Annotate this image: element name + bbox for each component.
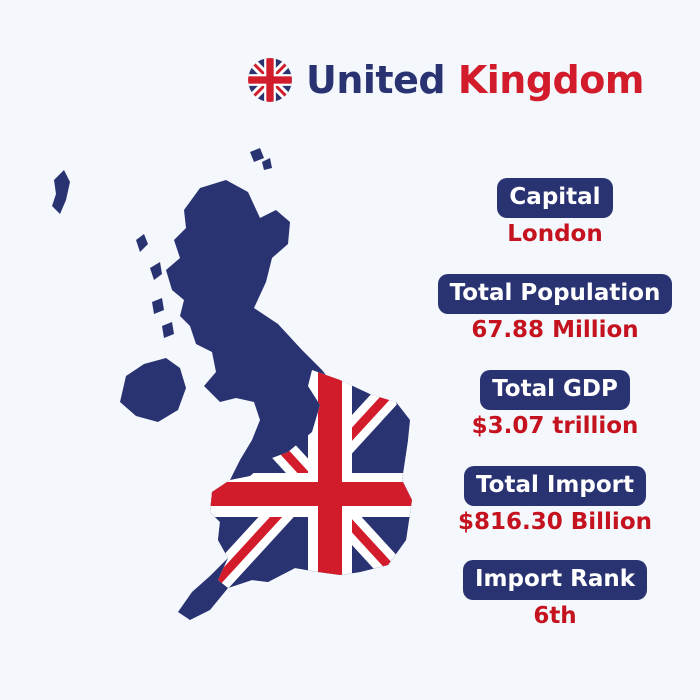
stat-label: Total Import [464,466,646,506]
stat-value: 6th [533,603,577,629]
stat-value: 67.88 Million [471,317,639,343]
stat-value: London [507,221,603,247]
stat-label: Total GDP [480,370,630,410]
union-jack-flag-icon [248,58,292,102]
stat-label: Total Population [437,274,673,314]
page-title: United Kingdom [248,58,644,102]
stat-label: Import Rank [462,560,648,600]
united-kingdom-map [40,140,430,640]
title-kingdom: Kingdom [457,58,645,102]
stat-import-rank: Import Rank 6th [430,560,680,628]
stat-total-import: Total Import $816.30 Billion [430,466,680,534]
stat-value: $816.30 Billion [457,509,652,535]
stat-label: Capital [497,178,613,218]
stat-capital: Capital London [430,178,680,246]
stat-total-gdp: Total GDP $3.07 trillion [430,370,680,438]
stat-value: $3.07 trillion [471,413,639,439]
stat-total-population: Total Population 67.88 Million [430,274,680,342]
title-united: United [306,58,446,102]
